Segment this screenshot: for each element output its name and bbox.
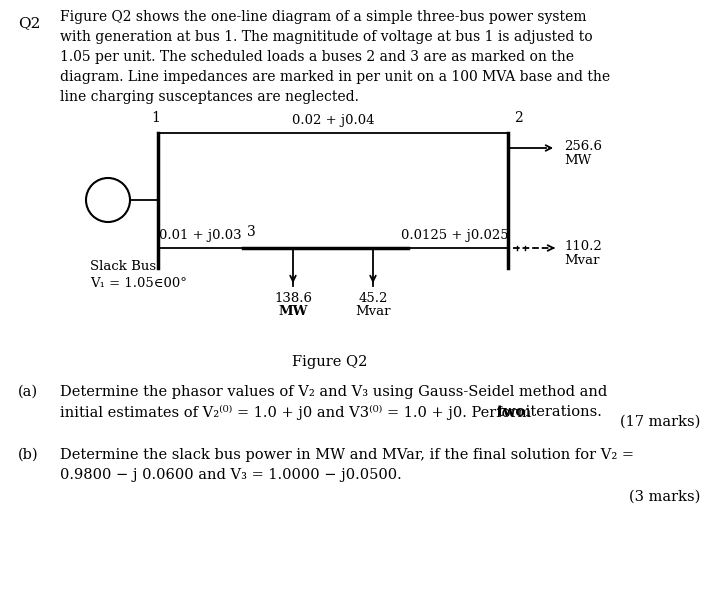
Text: Mvar: Mvar xyxy=(355,305,391,318)
Text: initial estimates of V₂⁽⁰⁾ = 1.0 + j0 and V3⁽⁰⁾ = 1.0 + j0. Perform: initial estimates of V₂⁽⁰⁾ = 1.0 + j0 an… xyxy=(60,405,536,420)
Text: Figure Q2: Figure Q2 xyxy=(292,355,368,369)
Text: 0.01 + j0.03: 0.01 + j0.03 xyxy=(159,229,242,242)
Text: (b): (b) xyxy=(18,448,39,462)
Text: 1: 1 xyxy=(151,111,161,125)
Text: 110.2: 110.2 xyxy=(564,240,602,253)
Text: Determine the phasor values of V₂ and V₃ using Gauss-Seidel method and: Determine the phasor values of V₂ and V₃… xyxy=(60,385,607,399)
Text: 0.02 + j0.04: 0.02 + j0.04 xyxy=(292,114,374,127)
Text: (17 marks): (17 marks) xyxy=(619,415,700,429)
Text: Q2: Q2 xyxy=(18,16,40,30)
Text: Slack Bus: Slack Bus xyxy=(90,260,156,273)
Text: 45.2: 45.2 xyxy=(358,292,388,305)
Text: MW: MW xyxy=(278,305,308,318)
Text: Figure Q2 shows the one-line diagram of a simple three-bus power system
with gen: Figure Q2 shows the one-line diagram of … xyxy=(60,10,610,104)
Text: 256.6: 256.6 xyxy=(564,140,602,154)
Text: (3 marks): (3 marks) xyxy=(629,490,700,504)
Text: 0.0125 + j0.025: 0.0125 + j0.025 xyxy=(401,229,509,242)
Text: Determine the slack bus power in MW and MVar, if the final solution for V₂ =
0.9: Determine the slack bus power in MW and … xyxy=(60,448,634,482)
Text: 138.6: 138.6 xyxy=(274,292,312,305)
Text: (a): (a) xyxy=(18,385,38,399)
Text: 2: 2 xyxy=(514,111,523,125)
Text: Mvar: Mvar xyxy=(564,255,599,268)
Text: MW: MW xyxy=(564,154,591,167)
Text: iterations.: iterations. xyxy=(521,405,602,419)
Text: 3: 3 xyxy=(247,225,256,239)
Text: two: two xyxy=(497,405,526,419)
Text: V₁ = 1.05∈00°: V₁ = 1.05∈00° xyxy=(90,277,187,290)
